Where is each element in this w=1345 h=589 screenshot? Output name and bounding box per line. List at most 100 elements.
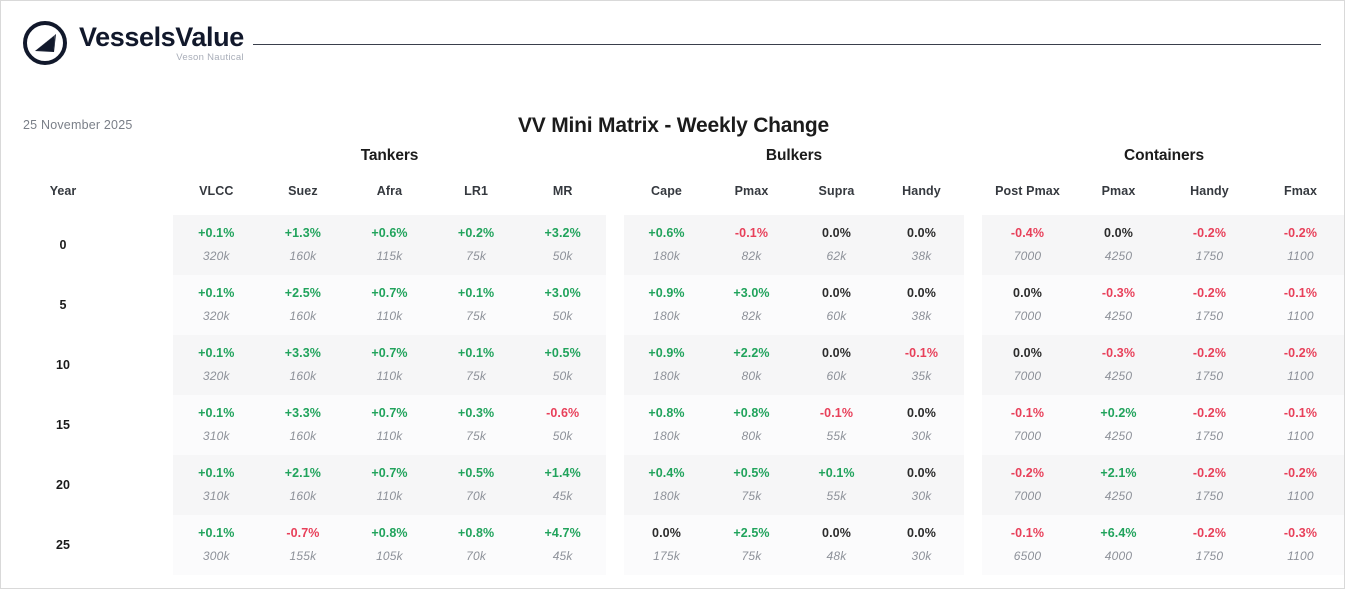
change-percent: +0.5% [733, 466, 770, 481]
matrix-cell: +0.8% 70k [433, 524, 520, 566]
vessel-size: 1750 [1195, 369, 1224, 384]
vessel-size: 310k [202, 489, 230, 504]
vessel-size: 160k [289, 489, 317, 504]
change-percent: +4.7% [544, 526, 581, 541]
vessel-size: 1100 [1287, 429, 1314, 444]
matrix-cell: +0.7% 110k [346, 404, 433, 446]
matrix-cell: -0.1% 1100 [1255, 284, 1344, 326]
year-label: 0 [59, 238, 67, 252]
vessel-size: 50k [552, 249, 573, 264]
vessel-size: 60k [826, 369, 847, 384]
matrix-cell: 0.0% 30k [879, 464, 964, 506]
change-percent: -0.2% [1192, 286, 1227, 301]
vessel-size: 1750 [1195, 429, 1224, 444]
vessel-size: 38k [911, 249, 932, 264]
vesselsvalue-triangle-logo-icon [23, 21, 67, 65]
matrix-cell: -0.2% 1750 [1164, 224, 1255, 266]
vessel-size: 70k [466, 489, 487, 504]
matrix-cell: +0.7% 110k [346, 464, 433, 506]
matrix-cell: 0.0% 38k [879, 224, 964, 266]
change-percent: -0.2% [1010, 466, 1045, 481]
change-percent: +1.4% [544, 466, 581, 481]
change-percent: -0.1% [904, 346, 939, 361]
column-header-lr1: LR1 [464, 183, 489, 198]
change-percent: +0.8% [733, 406, 770, 421]
vessel-size: 160k [289, 369, 317, 384]
table-row: +0.1% 310k +3.3% 160k +0.7% 110k +0.3% 75k -0.6%… [173, 395, 606, 455]
matrix-cell: -0.2% 1750 [1164, 344, 1255, 386]
change-percent: +3.0% [544, 286, 581, 301]
change-percent: 0.0% [907, 226, 936, 241]
change-percent: +0.1% [198, 466, 235, 481]
change-percent: -0.1% [1283, 286, 1318, 301]
vessel-size: 1100 [1287, 309, 1314, 324]
column-headers-containers: Post Pmax Pmax Handy Fmax [982, 167, 1344, 215]
vessel-size: 160k [289, 309, 317, 324]
matrix-cell: 0.0% 4250 [1073, 224, 1164, 266]
vessel-size: 180k [653, 429, 680, 444]
change-percent: +2.5% [733, 526, 770, 541]
column-header-handy: Handy [1190, 183, 1229, 198]
vessel-size: 1750 [1195, 489, 1224, 504]
change-percent: +2.1% [284, 466, 322, 481]
matrix-cell: 0.0% 60k [794, 344, 879, 386]
vessel-size: 75k [466, 249, 487, 264]
matrix-cell: -0.1% 7000 [982, 404, 1073, 446]
change-percent: -0.3% [1101, 346, 1136, 361]
change-percent: +0.8% [648, 406, 685, 421]
matrix-cell: +0.9% 180k [624, 284, 709, 326]
change-percent: -0.1% [1010, 406, 1045, 421]
matrix-cell: +3.0% 50k [519, 284, 606, 326]
matrix-cell: -0.2% 1750 [1164, 404, 1255, 446]
table-row: +0.9% 180k +3.0% 82k 0.0% 60k 0.0% 38k [624, 275, 964, 335]
vessel-size: 1750 [1195, 309, 1224, 324]
vessel-size: 45k [552, 489, 573, 504]
change-percent: -0.4% [1010, 226, 1045, 241]
matrix-cell: +2.1% 160k [260, 464, 347, 506]
change-percent: +3.3% [284, 406, 322, 421]
vessel-size: 75k [466, 369, 487, 384]
change-percent: -0.2% [1283, 346, 1318, 361]
vessel-size: 75k [466, 309, 487, 324]
vessel-size: 30k [911, 489, 932, 504]
year-column: Year 0 5 10 15 20 25 [1, 145, 173, 575]
change-percent: 0.0% [822, 286, 851, 301]
column-header-handy: Handy [902, 183, 941, 198]
group-bulkers: Bulkers Cape Pmax Supra Handy +0.6% 180k -… [624, 145, 964, 575]
matrix-cell: 0.0% 38k [879, 284, 964, 326]
matrix-cell: +0.8% 80k [709, 404, 794, 446]
brand-name: VesselsValue [79, 22, 244, 52]
column-header-vlcc: VLCC [199, 183, 234, 198]
change-percent: -0.1% [1283, 406, 1318, 421]
vessel-size: 180k [653, 309, 680, 324]
change-percent: 0.0% [1013, 346, 1042, 361]
change-percent: 0.0% [822, 526, 851, 541]
change-percent: +0.9% [648, 286, 685, 301]
matrix-cell: -0.2% 1750 [1164, 524, 1255, 566]
matrix-cell: +0.2% 4250 [1073, 404, 1164, 446]
matrix-cell: +0.6% 115k [346, 224, 433, 266]
group-body-bulkers: +0.6% 180k -0.1% 82k 0.0% 62k 0.0% 38k +0.9% 180… [624, 215, 964, 575]
change-percent: +2.5% [284, 286, 322, 301]
matrix-cell: -0.1% 35k [879, 344, 964, 386]
group-body-containers: -0.4% 7000 0.0% 4250 -0.2% 1750 -0.2% 1100 0.0%… [982, 215, 1344, 575]
vessel-size: 1100 [1287, 489, 1314, 504]
vessel-size: 55k [826, 429, 847, 444]
matrix-cell: -0.1% 82k [709, 224, 794, 266]
vessel-size: 4250 [1104, 489, 1133, 504]
change-percent: -0.3% [1283, 526, 1318, 541]
group-tankers: Tankers VLCC Suez Afra LR1 MR +0.1% 320k +… [173, 145, 606, 575]
table-row: +0.1% 320k +1.3% 160k +0.6% 115k +0.2% 75k +3.2%… [173, 215, 606, 275]
change-percent: +0.1% [818, 466, 855, 481]
change-percent: -0.1% [819, 406, 854, 421]
vessel-size: 62k [826, 249, 847, 264]
column-header-post-pmax: Post Pmax [995, 183, 1060, 198]
vessel-size: 320k [202, 249, 230, 264]
table-row: +0.4% 180k +0.5% 75k +0.1% 55k 0.0% 30k [624, 455, 964, 515]
vessel-size: 160k [289, 429, 317, 444]
matrix-cell: -0.3% 4250 [1073, 344, 1164, 386]
report-date: 25 November 2025 [23, 118, 133, 132]
column-header-cape: Cape [651, 183, 682, 198]
column-header-pmax: Pmax [734, 183, 769, 198]
